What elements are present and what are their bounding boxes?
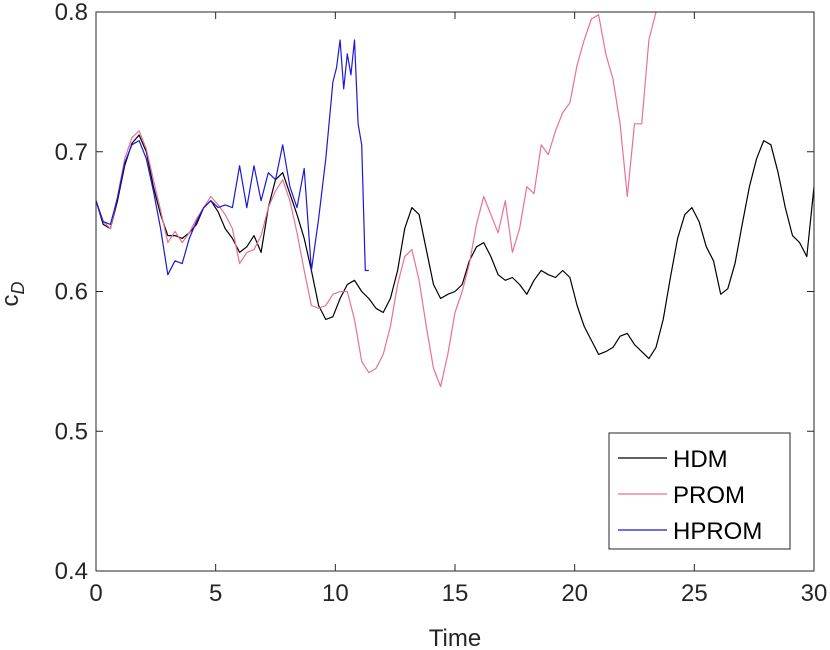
x-tick-label: 0 [89,580,102,607]
legend: HDM PROM HPROM [608,432,791,550]
tick-labels-layer: 0 5 10 15 20 25 30 0.4 0.5 0.6 0.7 0.8 [55,0,828,607]
y-axis-title: cD [0,282,28,307]
legend-label-hdm: HDM [673,446,728,473]
legend-label-prom: PROM [673,482,745,509]
x-tick-label: 20 [561,580,588,607]
y-axis-title-main: c [0,295,24,307]
x-tick-label: 5 [209,580,222,607]
y-tick-label: 0.6 [55,279,88,306]
x-tick-label: 25 [681,580,708,607]
series-line-hprom [96,39,369,276]
y-tick-label: 0.8 [55,0,88,26]
y-tick-label: 0.7 [55,139,88,166]
y-axis-title-subscript: D [8,282,28,295]
series-line-hdm [96,134,814,360]
ticks-layer [95,11,815,572]
x-tick-label: 15 [442,580,469,607]
series-layer [96,12,814,388]
y-axis-title-group: cD [0,282,28,307]
legend-label-hprom: HPROM [673,518,762,545]
y-tick-label: 0.5 [55,418,88,445]
x-tick-label: 10 [322,580,349,607]
series-line-prom [96,12,657,388]
x-axis-title: Time [429,625,481,650]
y-tick-label: 0.4 [55,558,88,585]
x-tick-label: 30 [801,580,828,607]
